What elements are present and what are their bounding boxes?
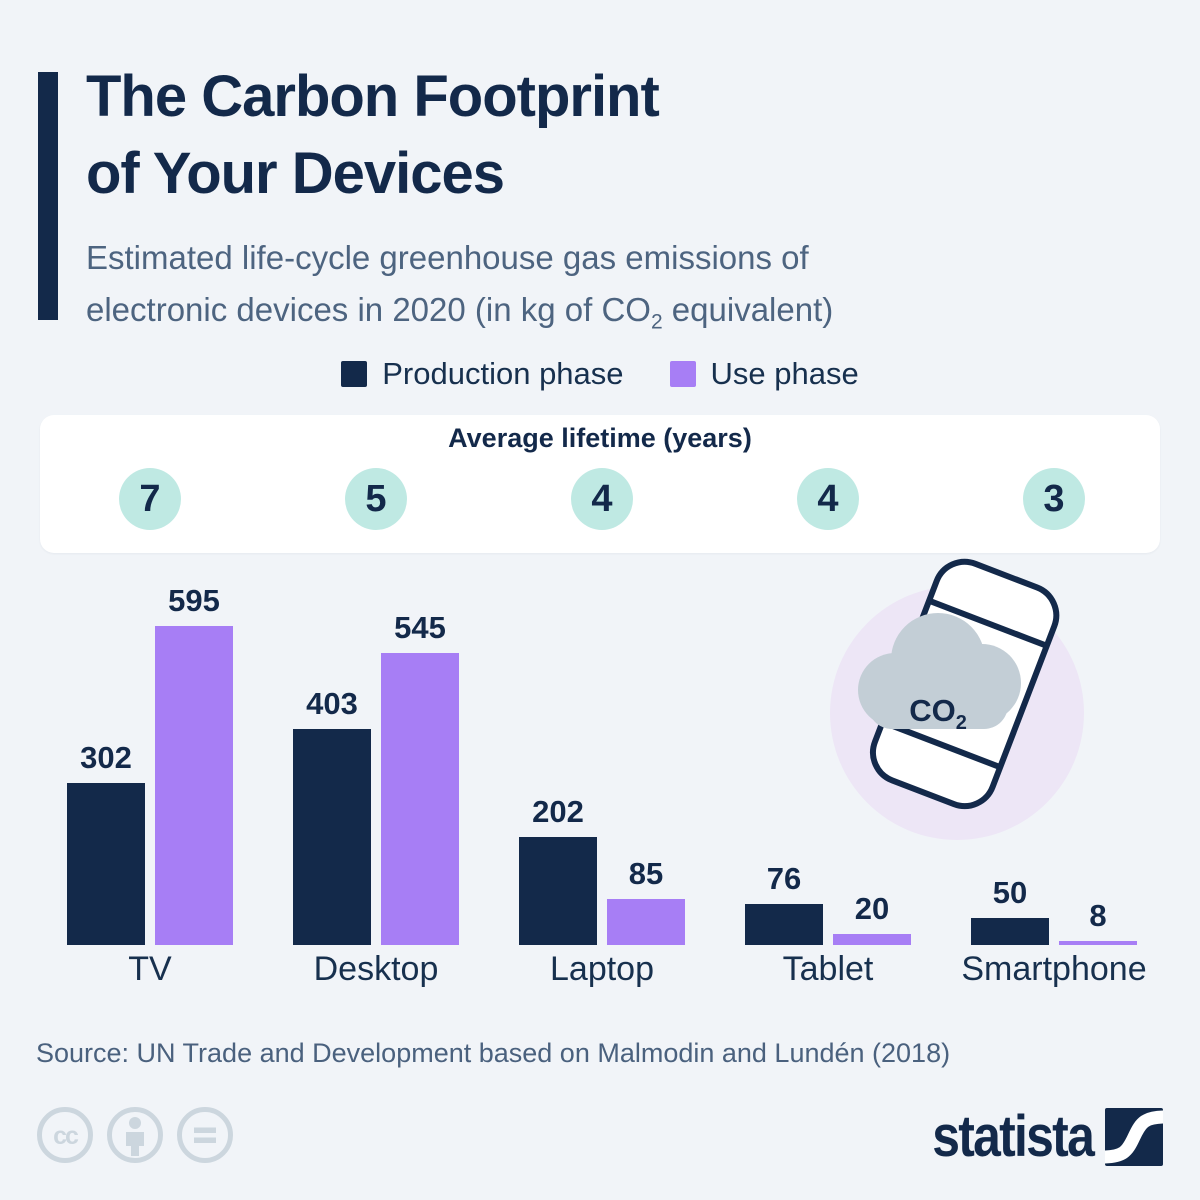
bar — [607, 899, 685, 945]
bar — [155, 626, 233, 945]
bar-value-label: 20 — [854, 891, 890, 926]
bar-value-label: 50 — [992, 875, 1028, 910]
bar-value-label: 202 — [532, 794, 584, 829]
lifetime-band-title: Average lifetime (years) — [448, 423, 752, 453]
production-bar-tablet: 76 — [745, 861, 823, 945]
bar-value-label: 8 — [1089, 898, 1107, 933]
use-bar-desktop: 545 — [381, 610, 459, 945]
bar — [519, 837, 597, 945]
subtitle-line-2: electronic devices in 2020 (in kg of CO2… — [86, 291, 834, 334]
category-label-laptop: Laptop — [550, 950, 654, 988]
production-bar-smartphone: 50 — [971, 875, 1049, 945]
production-bar-desktop: 403 — [293, 686, 371, 945]
category-label-tablet: Tablet — [782, 950, 874, 988]
co2-cloud-icon: CO2 — [858, 613, 1021, 734]
statista-logo: statista — [906, 1103, 1163, 1170]
bar — [381, 653, 459, 945]
co2-phone-illustration: CO2 — [830, 558, 1084, 840]
legend-swatch-use — [669, 361, 696, 387]
category-label-smartphone: Smartphone — [961, 950, 1147, 988]
bar — [971, 918, 1049, 945]
bar — [67, 783, 145, 945]
co2-label: CO2 — [909, 693, 967, 734]
use-bar-smartphone: 8 — [1059, 898, 1137, 945]
lifetime-circle-smartphone: 3 — [1023, 468, 1085, 530]
subtitle-line-1: Estimated life-cycle greenhouse gas emis… — [86, 239, 809, 276]
title-line-2: of Your Devices — [86, 141, 505, 206]
bar-group-smartphone: 50 8 — [971, 875, 1137, 945]
bar-group-desktop: 403 545 — [293, 610, 459, 945]
cc-equals-icon — [177, 1107, 233, 1163]
cc-license-icon: cc — [37, 1107, 93, 1163]
legend-label-production: Production phase — [382, 356, 624, 391]
lifetime-circle-laptop: 4 — [571, 468, 633, 530]
title-accent-bar — [38, 72, 58, 320]
lifetime-circle-tv: 7 — [119, 468, 181, 530]
bar — [1059, 941, 1137, 945]
bar — [293, 729, 371, 945]
statista-logo-text: statista — [932, 1104, 1095, 1169]
svg-text:cc: cc — [53, 1122, 79, 1150]
creative-commons-icons: cc — [36, 1106, 234, 1164]
bar — [745, 904, 823, 945]
lifetime-circle-desktop: 5 — [345, 468, 407, 530]
production-bar-laptop: 202 — [519, 794, 597, 945]
page-subtitle: Estimated life-cycle greenhouse gas emis… — [86, 232, 833, 349]
cc-attribution-person-icon — [107, 1107, 163, 1163]
use-bar-tv: 595 — [155, 583, 233, 945]
legend-item-use: Use phase — [669, 356, 859, 392]
chart-legend: Production phase Use phase — [0, 356, 1200, 392]
legend-swatch-production — [341, 361, 368, 387]
bar-value-label: 85 — [628, 856, 664, 891]
use-bar-tablet: 20 — [833, 891, 911, 945]
source-note: Source: UN Trade and Development based o… — [36, 1038, 951, 1068]
production-bar-tv: 302 — [67, 740, 145, 945]
bar-value-label: 302 — [80, 740, 132, 775]
bar-group-laptop: 202 85 — [519, 794, 685, 945]
bar-value-label: 76 — [766, 861, 802, 896]
page-title: The Carbon Footprint of Your Devices — [86, 58, 660, 212]
category-label-tv: TV — [128, 950, 172, 988]
legend-item-production: Production phase — [341, 356, 624, 392]
use-bar-laptop: 85 — [607, 856, 685, 945]
lifetime-circle-tablet: 4 — [797, 468, 859, 530]
bar-value-label: 403 — [306, 686, 358, 721]
bar-value-label: 545 — [394, 610, 446, 645]
bar-value-label: 595 — [168, 583, 220, 618]
category-label-desktop: Desktop — [313, 950, 439, 988]
bar — [833, 934, 911, 945]
bar-group-tv: 302 595 — [67, 583, 233, 945]
title-line-1: The Carbon Footprint — [86, 64, 660, 129]
bar-group-tablet: 76 20 — [745, 861, 911, 945]
legend-label-use: Use phase — [710, 356, 859, 391]
statista-logo-mark — [1105, 1107, 1163, 1166]
